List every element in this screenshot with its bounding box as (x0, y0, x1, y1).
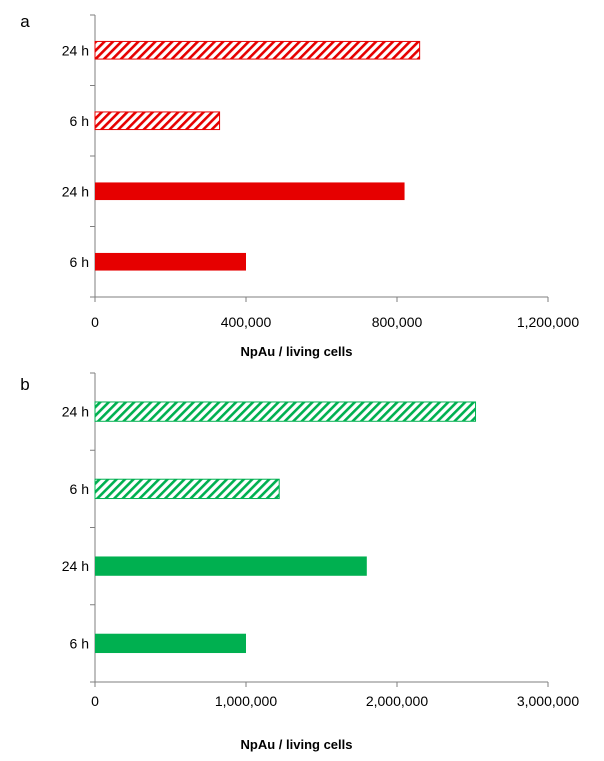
bar-a-2 (94, 111, 221, 131)
bar-b-2 (94, 478, 280, 500)
x-axis-title: NpAu / living cells (241, 344, 353, 359)
x-tick-label: 1,000,000 (215, 693, 277, 709)
panel-label-a: a (20, 12, 30, 31)
y-category-label: 6 h (70, 254, 89, 270)
x-tick-label: 3,000,000 (517, 693, 579, 709)
y-category-label: 24 h (62, 183, 89, 199)
bar-b-3 (94, 401, 477, 422)
bar-a-0 (95, 252, 246, 271)
panel-label-b: b (20, 375, 29, 394)
y-category-label: 24 h (62, 404, 89, 420)
bar-a-1 (95, 182, 405, 201)
x-tick-label: 400,000 (221, 314, 272, 330)
bar-b-1 (95, 556, 367, 576)
y-category-label: 6 h (70, 481, 89, 497)
y-category-label: 24 h (62, 42, 89, 58)
x-axis-title: NpAu / living cells (241, 737, 353, 752)
x-tick-label: 800,000 (372, 314, 423, 330)
x-tick-label: 1,200,000 (517, 314, 579, 330)
x-tick-label: 2,000,000 (366, 693, 428, 709)
y-category-label: 6 h (70, 113, 89, 129)
y-category-label: 24 h (62, 558, 89, 574)
y-category-label: 6 h (70, 635, 89, 651)
x-tick-label: 0 (91, 314, 99, 330)
x-tick-label: 0 (91, 693, 99, 709)
bar-a-3 (94, 40, 421, 60)
bar-b-0 (95, 633, 246, 654)
